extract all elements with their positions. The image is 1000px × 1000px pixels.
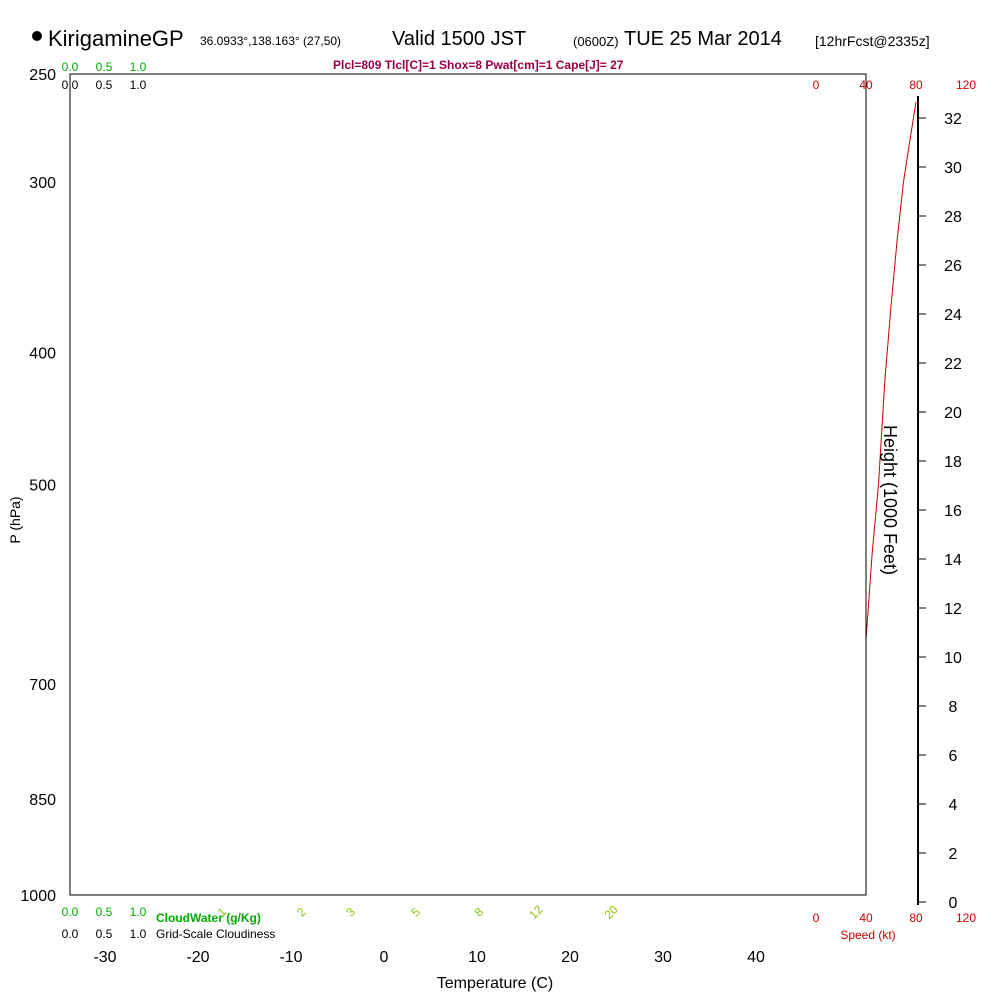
speed-tick-bottom: 0 — [813, 911, 820, 925]
valid-time: Valid 1500 JST — [392, 28, 527, 50]
speed-tick-bottom: 80 — [909, 911, 923, 925]
temperature-tick-label: 10 — [468, 949, 486, 966]
pressure-tick-label: 400 — [29, 345, 56, 362]
cloud-water-tick: 0.0 — [62, 905, 79, 919]
height-tick-label: 22 — [944, 356, 962, 373]
pressure-tick-label: 300 — [29, 175, 56, 192]
cloudiness-tick: 0.5 — [96, 927, 113, 941]
pressure-tick-label: 850 — [29, 792, 56, 809]
cloudiness-tick: 0.0 — [62, 927, 79, 941]
pressure-tick-label: 700 — [29, 677, 56, 694]
cloud-water-tick: 0.0 — [62, 60, 79, 74]
station-dot — [32, 31, 42, 41]
pressure-tick-label: 250 — [29, 67, 56, 84]
height-tick-label: 26 — [944, 258, 962, 275]
height-tick-label: 32 — [944, 111, 962, 128]
height-tick-label: 12 — [944, 601, 962, 618]
height-tick-label: 8 — [949, 699, 958, 716]
stability-indices: Plcl=809 Tlcl[C]=1 Shox=8 Pwat[cm]=1 Cap… — [333, 58, 624, 72]
height-tick-label: 28 — [944, 209, 962, 226]
height-tick-label: 14 — [944, 552, 962, 569]
cloudiness-tick: 1.0 — [130, 927, 147, 941]
temperature-tick-label: -20 — [186, 949, 209, 966]
isotherm-line — [848, 876, 866, 895]
isotherm-line — [942, 74, 1000, 895]
mixing-ratio-label: 20 — [601, 902, 621, 922]
plot-frame — [69, 73, 867, 896]
temperature-tick-label: 20 — [561, 949, 579, 966]
pressure-tick-label: 1000 — [20, 888, 56, 905]
height-tick-label: 2 — [949, 846, 958, 863]
cloud-water-tick: 0.5 — [96, 905, 113, 919]
cloud-water-tick: 1.0 — [130, 60, 147, 74]
zulu-time: (0600Z) — [573, 34, 619, 49]
speed-tick-top: 0 — [813, 78, 820, 92]
height-tick-label: 24 — [944, 307, 962, 324]
mixing-ratio-label: 8 — [472, 905, 487, 920]
station-name: KirigamineGP — [48, 26, 184, 51]
cloud-water-tick: 0.5 — [96, 60, 113, 74]
height-tick-label: 6 — [949, 748, 958, 765]
height-tick-label: 18 — [944, 454, 962, 471]
mixing-ratio-label: 5 — [408, 905, 423, 920]
temperature-tick-label: 40 — [747, 949, 765, 966]
height-tick-label: 30 — [944, 160, 962, 177]
y-axis-label: P (hPa) — [7, 496, 23, 543]
cloud-water-label: CloudWater (g/Kg) — [156, 911, 261, 925]
height-tick-label: 10 — [944, 650, 962, 667]
mixing-ratio-label: 3 — [343, 905, 358, 920]
forecast-info: [12hrFcst@2335z] — [815, 33, 930, 49]
speed-tick-top: 40 — [859, 78, 873, 92]
cloudiness-tick: 1.0 — [130, 78, 147, 92]
speed-tick-top: 80 — [909, 78, 923, 92]
dry-adiabat-line — [0, 74, 8, 895]
height-tick-label: 4 — [949, 797, 958, 814]
dry-adiabat-line — [947, 74, 1000, 895]
mixing-ratio-label: 2 — [294, 905, 309, 920]
cloudiness-tick: 0.0 — [62, 78, 79, 92]
speed-tick-top: 120 — [956, 78, 976, 92]
mixing-ratio-label: 12 — [526, 902, 546, 922]
temperature-tick-label: 0 — [380, 949, 389, 966]
cloudiness-label: Grid-Scale Cloudiness — [156, 927, 275, 941]
temperature-tick-label: -30 — [93, 949, 116, 966]
speed-tick-bottom: 40 — [859, 911, 873, 925]
temperature-tick-label: -10 — [279, 949, 302, 966]
speed-axis-label: Speed (kt) — [840, 928, 895, 942]
station-coords: 36.0933°,138.163° (27,50) — [200, 34, 342, 48]
height-tick-label: 0 — [949, 895, 958, 912]
cloudiness-tick: 0.5 — [96, 78, 113, 92]
cloud-water-tick: 1.0 — [130, 905, 147, 919]
pressure-tick-label: 500 — [29, 478, 56, 495]
x-axis-label: Temperature (C) — [437, 975, 553, 992]
height-tick-label: 16 — [944, 503, 962, 520]
height-axis-label: Height (1000 Feet) — [880, 425, 900, 575]
speed-tick-bottom: 120 — [956, 911, 976, 925]
valid-date: TUE 25 Mar 2014 — [624, 28, 782, 50]
temperature-tick-label: 30 — [654, 949, 672, 966]
height-tick-label: 20 — [944, 405, 962, 422]
